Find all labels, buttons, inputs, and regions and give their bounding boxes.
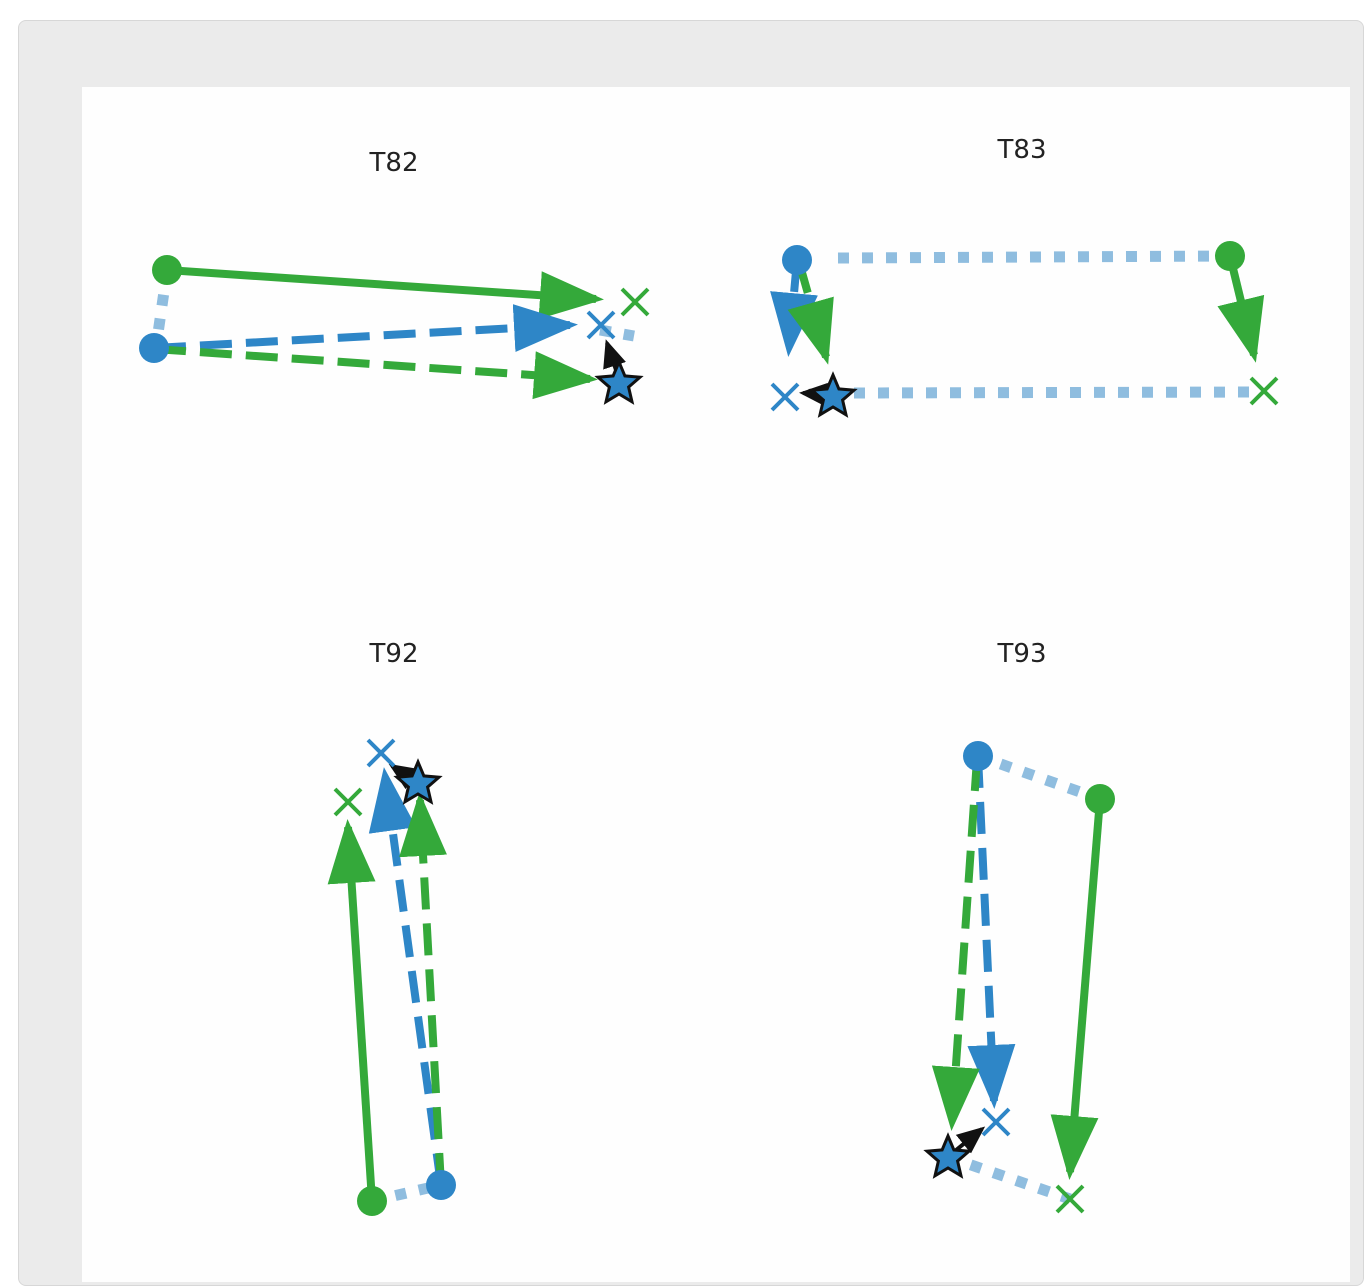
t82-green-solid-arrow — [166, 266, 604, 320]
t83-blue-x-marker — [770, 382, 800, 412]
t92-green-dashed-arrow — [399, 792, 448, 1186]
t82-green-dashed-arrow — [153, 345, 598, 400]
t92-blue-x-marker — [366, 738, 396, 768]
t83-green-dashed-arrow — [787, 260, 834, 365]
figure-frame: T82 T83 — [18, 20, 1364, 1286]
t92-green-x-marker — [333, 787, 363, 817]
t92-star-marker — [393, 758, 443, 805]
panels-svg: T82 T83 — [139, 135, 1279, 1216]
panel-t83: T83 — [770, 135, 1279, 418]
t93-dotted-bottom-connector — [946, 1151, 1072, 1205]
t82-blue-x-marker — [586, 310, 616, 340]
t83-star-marker — [808, 371, 858, 418]
panel-title-t93: T93 — [997, 639, 1047, 669]
t92-blue-dashed-arrow — [368, 767, 445, 1186]
t93-green-x-marker — [1055, 1184, 1085, 1214]
t82-blue-dashed-arrow — [153, 304, 578, 353]
t93-green-dashed-arrow — [931, 758, 981, 1131]
panel-title-t82: T82 — [369, 148, 419, 178]
t83-green-start-dot — [1215, 241, 1245, 271]
panel-t93: T93 — [923, 639, 1115, 1214]
t93-blue-x-marker — [981, 1107, 1011, 1137]
t83-dotted-bottom-connector — [853, 386, 1261, 399]
t82-star-marker — [594, 358, 644, 405]
t93-blue-dashed-arrow — [967, 755, 1016, 1109]
t83-green-x-marker — [1249, 376, 1279, 406]
t83-green-solid-arrow — [1217, 255, 1265, 363]
t93-blue-start-dot — [963, 741, 993, 771]
figure-canvas: T82 T83 — [82, 87, 1350, 1282]
t93-dotted-top-connector — [976, 750, 1102, 805]
panel-title-t83: T83 — [997, 135, 1047, 165]
t92-blue-start-dot — [426, 1170, 456, 1200]
t92-green-solid-arrow — [327, 819, 376, 1202]
t92-green-start-dot — [357, 1186, 387, 1216]
t83-dotted-top-connector — [837, 250, 1231, 264]
t82-green-x-marker — [620, 287, 650, 317]
t93-star-marker — [923, 1132, 973, 1179]
t82-blue-start-dot — [139, 333, 169, 363]
t93-green-solid-arrow — [1050, 798, 1104, 1180]
t82-green-start-dot — [152, 255, 182, 285]
panel-t92: T92 — [327, 639, 456, 1216]
panel-title-t92: T92 — [369, 639, 419, 669]
panel-t82: T82 — [139, 148, 650, 405]
t93-green-start-dot — [1085, 784, 1115, 814]
t83-blue-start-dot — [782, 245, 812, 275]
